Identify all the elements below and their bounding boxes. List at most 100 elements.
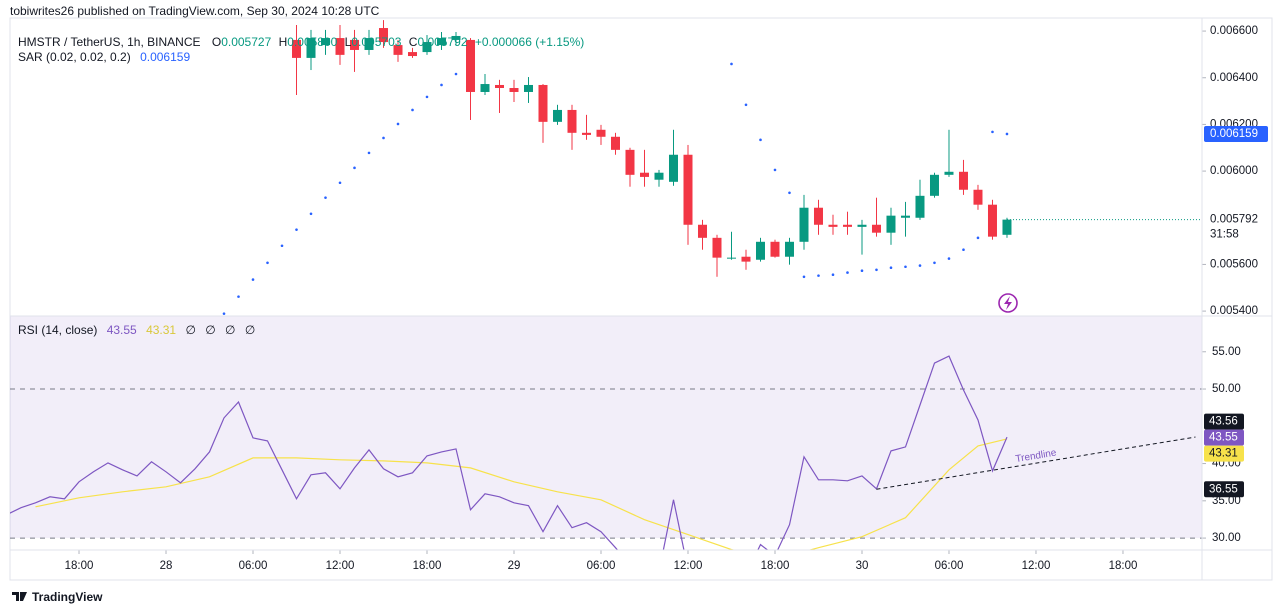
y-tick-label: 55.00 bbox=[1212, 346, 1241, 358]
footer-logo bbox=[12, 592, 27, 601]
x-tick-label: 29 bbox=[508, 560, 521, 572]
main-legend: HMSTR / TetherUS, 1h, BINANCE O0.005727 … bbox=[18, 35, 584, 49]
candle-body bbox=[364, 38, 374, 50]
sar-dot bbox=[773, 168, 777, 172]
sar-dot bbox=[976, 236, 980, 240]
footer: TradingView bbox=[32, 590, 103, 604]
sar-dot bbox=[338, 181, 342, 185]
candle-body bbox=[726, 257, 736, 259]
candle-body bbox=[422, 42, 432, 53]
rsi-value-label: 43.55 bbox=[1209, 432, 1238, 444]
sar-dot bbox=[759, 138, 762, 142]
candle-body bbox=[712, 237, 722, 258]
rsi-line bbox=[10, 355, 1008, 550]
sar-dot bbox=[280, 244, 284, 248]
candle-body bbox=[509, 88, 519, 92]
sar-dot bbox=[222, 312, 226, 315]
x-tick-label: 12:00 bbox=[1022, 560, 1051, 572]
x-tick-label: 30 bbox=[856, 560, 869, 572]
rsi-legend: RSI (14, close) 43.55 43.31 ∅ ∅ ∅ ∅ bbox=[18, 323, 255, 337]
current-price-box bbox=[1204, 211, 1268, 242]
candle-body bbox=[842, 224, 852, 227]
x-tick-label: 12:00 bbox=[326, 560, 355, 572]
candle-body bbox=[886, 215, 896, 233]
candle-body bbox=[784, 241, 794, 257]
ohlc-value: 0.005800 bbox=[287, 35, 337, 49]
axes: 0.005400 0.005600 0.006000 0.006200 0.006400… bbox=[65, 25, 1268, 572]
rsi-band-fill bbox=[10, 316, 1202, 539]
rsi-value: 43.55 bbox=[107, 323, 137, 337]
candle-body bbox=[451, 35, 461, 40]
candle-body bbox=[857, 224, 867, 227]
candle-body bbox=[697, 224, 707, 238]
sar-price-box bbox=[1204, 125, 1268, 142]
candle-body bbox=[915, 195, 925, 218]
candle-body bbox=[639, 172, 649, 177]
candle-body bbox=[379, 28, 389, 43]
y-tick-label: 0.006400 bbox=[1210, 72, 1258, 84]
candle-body bbox=[306, 38, 316, 58]
x-tick-label: 18:00 bbox=[413, 560, 442, 572]
sar-dot bbox=[991, 130, 994, 134]
candle-body bbox=[741, 256, 751, 262]
candle-body bbox=[770, 241, 780, 257]
sar-dot bbox=[295, 228, 298, 231]
candle-body bbox=[292, 39, 302, 58]
y-tick-label: 35.00 bbox=[1212, 495, 1241, 507]
candle-body bbox=[973, 189, 983, 205]
y-tick-label: 30.00 bbox=[1212, 532, 1241, 544]
sar-dot bbox=[947, 257, 951, 260]
sar-dot bbox=[454, 72, 458, 76]
trendline bbox=[876, 436, 1196, 490]
x-tick-label: 06:00 bbox=[935, 560, 964, 572]
candle-body bbox=[900, 215, 910, 218]
sar-name: SAR (0.02, 0.02, 0.2) bbox=[18, 50, 131, 64]
sar-dot bbox=[396, 122, 400, 126]
candle-body bbox=[581, 132, 591, 135]
sar-dot bbox=[933, 261, 936, 265]
candle-body bbox=[625, 149, 635, 175]
candle-body bbox=[987, 204, 997, 237]
sar-dot bbox=[237, 295, 240, 298]
ohlc-key: O bbox=[212, 35, 221, 49]
sar-dot bbox=[904, 265, 907, 269]
candle-body bbox=[552, 109, 562, 122]
sar-dot bbox=[802, 275, 806, 279]
y-tick-label: 0.005600 bbox=[1210, 258, 1258, 270]
x-tick-label: 18:00 bbox=[65, 560, 94, 572]
candle-body bbox=[668, 154, 678, 182]
alert-icon[interactable] bbox=[998, 293, 1018, 313]
sar-dot bbox=[266, 261, 269, 265]
trendline-start-box bbox=[1204, 481, 1244, 498]
rsi-ma-value-box bbox=[1204, 445, 1244, 462]
symbol: HMSTR / TetherUS, 1h, BINANCE bbox=[18, 35, 201, 49]
sar-dot bbox=[382, 136, 385, 140]
sar-dot bbox=[324, 196, 327, 199]
sar-value: 0.006159 bbox=[140, 50, 190, 64]
candle-body bbox=[1002, 219, 1012, 235]
candle-body bbox=[350, 39, 360, 50]
candle-body bbox=[393, 45, 403, 55]
price-pane bbox=[222, 20, 1202, 315]
y-tick-label: 0.006600 bbox=[1210, 25, 1258, 37]
candle-body bbox=[813, 207, 823, 225]
sar-dot bbox=[1005, 132, 1009, 136]
ohlc-key: H bbox=[279, 35, 288, 49]
sar-dot bbox=[846, 271, 849, 274]
x-tick-label: 28 bbox=[160, 560, 173, 572]
empty-value: ∅ bbox=[245, 323, 255, 337]
ohlc-value: 0.005792 bbox=[417, 35, 467, 49]
sar-dot bbox=[875, 268, 878, 272]
candle-body bbox=[408, 52, 418, 57]
candle-body bbox=[828, 224, 838, 227]
x-tick-label: 06:00 bbox=[587, 560, 616, 572]
ohlc-key: C bbox=[409, 35, 418, 49]
sar-dot bbox=[251, 278, 255, 281]
attribution: tobiwrites26 published on TradingView.co… bbox=[10, 4, 380, 18]
candle-body bbox=[958, 171, 968, 190]
sar-dot bbox=[730, 62, 733, 66]
y-tick-label: 0.006200 bbox=[1210, 118, 1258, 130]
candle-body bbox=[610, 136, 620, 150]
candle-body bbox=[929, 174, 939, 196]
